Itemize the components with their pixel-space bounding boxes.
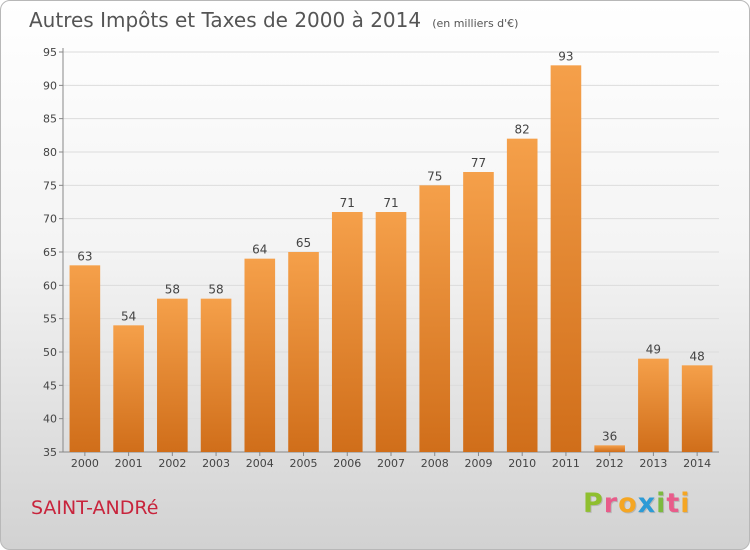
value-label: 58 — [165, 283, 180, 297]
bar — [69, 265, 101, 452]
y-tick-label: 45 — [43, 379, 57, 392]
chart-subtitle: (en milliers d'€) — [432, 17, 519, 30]
axes: 35 40 45 50 55 60 65 70 75 80 85 90 95 2000 2001 2002 20… — [43, 46, 719, 470]
bar — [157, 298, 188, 452]
x-tick-label: 2012 — [596, 457, 624, 470]
logo-letter: i — [656, 488, 667, 519]
place-name: SAINT-ANDRé — [31, 497, 159, 519]
bar — [594, 445, 625, 452]
logo-letter: r — [603, 488, 619, 519]
value-label: 77 — [471, 156, 486, 170]
x-tick-label: 2013 — [639, 457, 667, 470]
y-tick-label: 80 — [43, 146, 57, 159]
x-tick-label: 2008 — [421, 457, 449, 470]
labels: 63 54 58 58 64 65 71 71 75 77 82 93 36 49 48 — [77, 49, 705, 443]
x-tick-label: 2010 — [508, 457, 536, 470]
bar — [506, 138, 538, 452]
x-tick-label: 2014 — [683, 457, 711, 470]
x-tick-label: 2002 — [158, 457, 186, 470]
y-tick-label: 75 — [43, 179, 57, 192]
logo-letter: i — [680, 488, 691, 519]
y-tick-label: 95 — [43, 46, 57, 59]
value-label: 82 — [515, 123, 530, 137]
y-tick-label: 40 — [43, 413, 57, 426]
logo-letter: o — [618, 488, 638, 519]
y-tick-label: 65 — [43, 246, 57, 259]
value-label: 49 — [646, 343, 661, 357]
y-tick-label: 60 — [43, 279, 57, 292]
y-tick-label: 90 — [43, 79, 57, 92]
x-tick-label: 2003 — [202, 457, 230, 470]
bar — [638, 358, 669, 452]
logo-letter: t — [666, 488, 681, 519]
value-label: 65 — [296, 236, 311, 250]
bar — [331, 212, 363, 452]
x-tick-label: 2000 — [71, 457, 99, 470]
bar — [244, 258, 276, 452]
bar — [113, 325, 144, 452]
logo-letter: P — [583, 488, 604, 519]
y-tick-label: 50 — [43, 346, 57, 359]
proxiti-logo: Proxiti — [583, 488, 691, 519]
value-label: 71 — [383, 196, 398, 210]
value-label: 63 — [77, 249, 92, 263]
value-label: 58 — [208, 283, 223, 297]
value-label: 71 — [340, 196, 355, 210]
chart-title: Autres Impôts et Taxes de 2000 à 2014 — [29, 8, 422, 32]
title-line: Autres Impôts et Taxes de 2000 à 2014 (e… — [29, 8, 518, 32]
value-label: 54 — [121, 309, 136, 323]
bar — [463, 172, 494, 452]
y-tick-label: 55 — [43, 313, 57, 326]
x-tick-label: 2004 — [246, 457, 274, 470]
value-label: 75 — [427, 169, 442, 183]
x-tick-label: 2007 — [377, 457, 405, 470]
value-label: 48 — [689, 349, 704, 363]
bar — [681, 365, 713, 452]
x-tick-label: 2009 — [464, 457, 492, 470]
y-tick-label: 85 — [43, 113, 57, 126]
x-tick-label: 2005 — [290, 457, 318, 470]
bar — [288, 252, 319, 452]
value-label: 93 — [558, 49, 573, 63]
y-tick-label: 35 — [43, 446, 57, 459]
y-tick-label: 70 — [43, 213, 57, 226]
bar — [550, 65, 582, 452]
bar — [419, 185, 451, 453]
x-tick-label: 2006 — [333, 457, 361, 470]
value-label: 64 — [252, 243, 267, 257]
x-tick-label: 2001 — [115, 457, 143, 470]
bar — [375, 212, 407, 452]
x-tick-label: 2011 — [552, 457, 580, 470]
bar — [200, 298, 232, 452]
value-label: 36 — [602, 429, 617, 443]
logo-letter: x — [637, 488, 657, 519]
bars — [69, 65, 713, 453]
